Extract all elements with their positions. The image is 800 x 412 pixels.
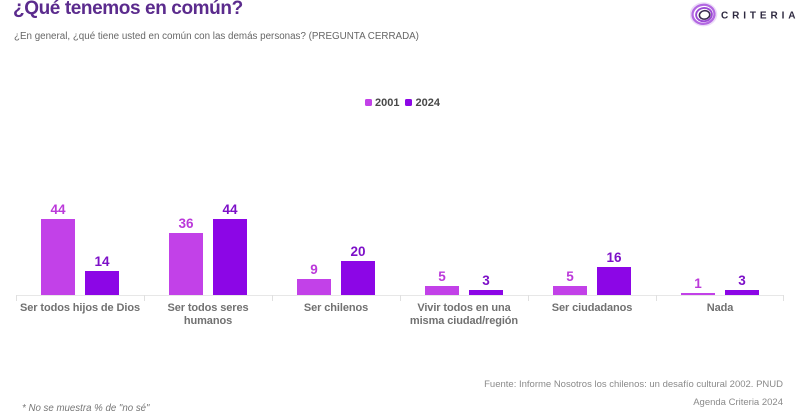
svg-text:CRITERIA: CRITERIA bbox=[721, 11, 799, 22]
